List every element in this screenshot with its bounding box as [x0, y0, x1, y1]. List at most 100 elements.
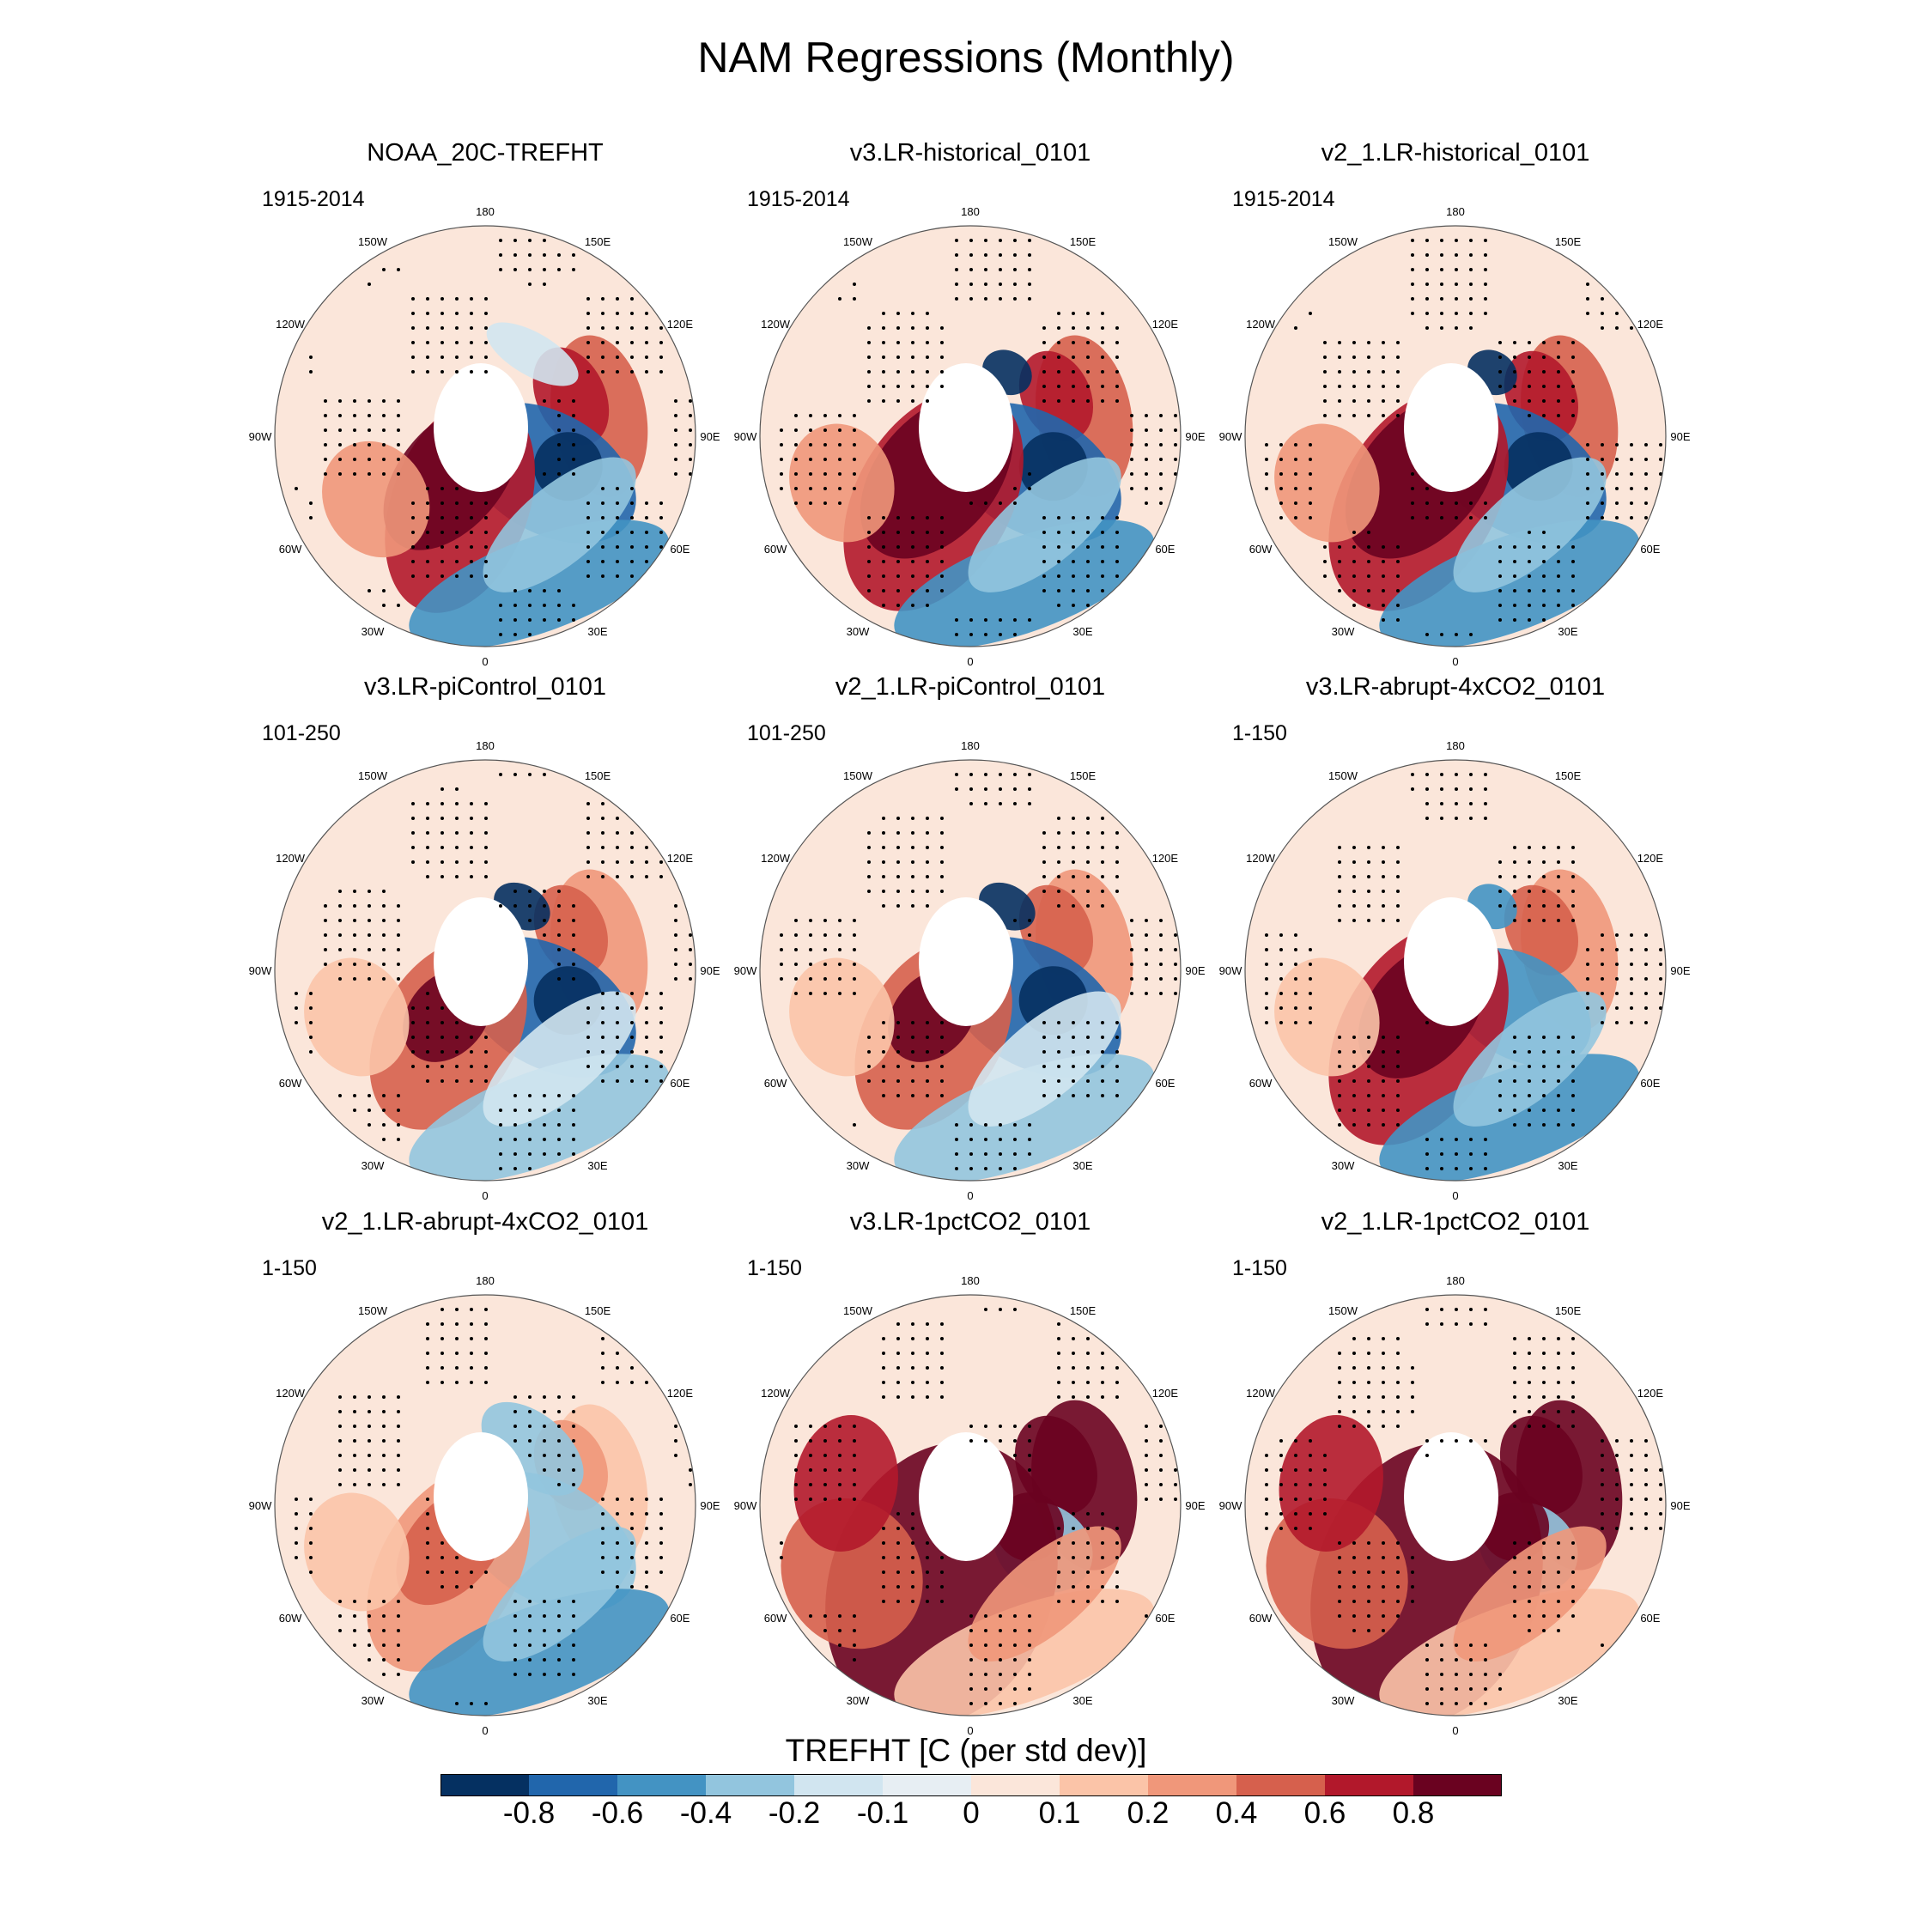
significance-dot [1057, 1352, 1060, 1355]
significance-dot [689, 458, 692, 461]
longitude-label: 90E [700, 430, 720, 443]
significance-dot [969, 239, 973, 242]
significance-dot [823, 443, 827, 447]
significance-dot [499, 773, 502, 776]
significance-dot [999, 802, 1002, 805]
significance-dot [896, 1512, 900, 1516]
significance-dot [1513, 1395, 1516, 1399]
significance-dot [1498, 1065, 1502, 1068]
significance-dot [823, 472, 827, 476]
significance-dot [1571, 545, 1575, 549]
significance-dot [1057, 1337, 1060, 1340]
significance-dot [1101, 1600, 1104, 1603]
significance-dot [1101, 1527, 1104, 1530]
significance-dot [1440, 1658, 1443, 1662]
significance-dot [1338, 1079, 1341, 1083]
significance-dot [484, 1366, 488, 1370]
significance-dot [426, 545, 429, 549]
significance-dot [1042, 355, 1046, 359]
significance-dot [882, 370, 885, 374]
significance-dot [528, 253, 532, 257]
significance-dot [1072, 312, 1075, 315]
significance-dot [838, 472, 841, 476]
significance-dot [911, 846, 914, 849]
significance-dot [1382, 1352, 1385, 1355]
significance-dot [926, 846, 929, 849]
significance-dot [1382, 1036, 1385, 1039]
significance-dot [630, 1036, 634, 1039]
significance-dot [455, 1322, 459, 1326]
significance-dot [999, 773, 1002, 776]
significance-dot [1028, 787, 1031, 791]
significance-dot [838, 458, 841, 461]
significance-dot [1013, 297, 1017, 301]
significance-dot [513, 1410, 517, 1413]
significance-dot [1382, 846, 1385, 849]
significance-dot [1294, 992, 1297, 995]
significance-dot [440, 355, 444, 359]
significance-dot [513, 890, 517, 893]
significance-dot [1265, 963, 1268, 966]
map-boundary [759, 225, 1182, 647]
longitude-label: 30W [361, 625, 385, 638]
significance-dot [543, 1123, 546, 1127]
significance-dot [1338, 1050, 1341, 1054]
significance-dot [659, 1079, 663, 1083]
significance-dot [616, 1366, 619, 1370]
significance-dot [1352, 1381, 1356, 1384]
significance-dot [1498, 1094, 1502, 1097]
significance-dot [1586, 992, 1589, 995]
longitude-label: 90W [1219, 1499, 1242, 1512]
significance-dot [926, 1036, 929, 1039]
significance-dot [353, 1454, 356, 1457]
significance-dot [867, 890, 871, 893]
arctic-region [919, 897, 1013, 1026]
anomaly-region [409, 519, 670, 647]
significance-dot [940, 589, 944, 592]
significance-dot [1086, 1036, 1090, 1039]
significance-dot [823, 1454, 827, 1457]
significance-dot [853, 283, 856, 286]
significance-dot [397, 933, 400, 937]
significance-dot [1072, 1352, 1075, 1355]
significance-dot [455, 560, 459, 563]
significance-dot [353, 472, 356, 476]
significance-dot [1513, 560, 1516, 563]
significance-dot [1425, 516, 1429, 519]
significance-dot [1309, 1468, 1312, 1472]
significance-dot [1352, 399, 1356, 403]
significance-dot [838, 1468, 841, 1472]
significance-dot [1382, 414, 1385, 417]
significance-dot [1425, 1673, 1429, 1676]
significance-dot [984, 1167, 987, 1170]
significance-dot [1072, 1036, 1075, 1039]
significance-dot [882, 1021, 885, 1024]
significance-dot [1072, 846, 1075, 849]
significance-dot [484, 574, 488, 578]
significance-dot [1542, 1079, 1546, 1083]
significance-dot [794, 963, 798, 966]
significance-dot [1644, 963, 1648, 966]
significance-dot [513, 1439, 517, 1443]
significance-dot [794, 977, 798, 981]
significance-dot [867, 1050, 871, 1054]
significance-dot [1057, 846, 1060, 849]
significance-dot [1352, 1109, 1356, 1112]
significance-dot [1630, 1454, 1633, 1457]
map-boundary [1244, 225, 1667, 647]
significance-dot [1072, 604, 1075, 607]
significance-dot [1338, 1410, 1341, 1413]
significance-dot [1352, 531, 1356, 534]
significance-dot [1644, 1512, 1648, 1516]
significance-dot [1601, 458, 1604, 461]
significance-dot [440, 1366, 444, 1370]
significance-dot [1367, 370, 1370, 374]
significance-dot [1042, 326, 1046, 330]
significance-dot [1338, 1094, 1341, 1097]
significance-dot [1542, 560, 1546, 563]
significance-dot [911, 1065, 914, 1068]
significance-dot [1057, 1395, 1060, 1399]
significance-dot [338, 890, 342, 893]
significance-dot [1174, 963, 1177, 966]
